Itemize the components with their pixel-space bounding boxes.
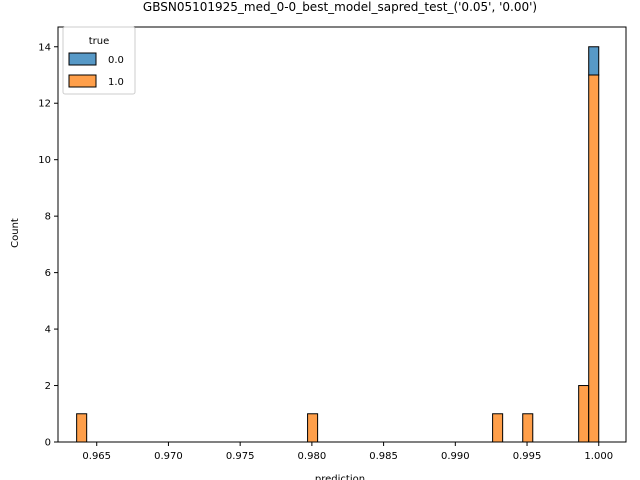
legend-swatch (68, 52, 97, 66)
histogram-bar (588, 74, 600, 443)
y-tick-label: 8 (45, 212, 51, 223)
x-tick-label: 0.995 (513, 451, 542, 462)
x-tick-label: 1.000 (584, 451, 613, 462)
y-tick-label: 14 (38, 42, 51, 53)
legend-title: true (89, 36, 110, 47)
bars-layer (76, 46, 600, 443)
legend-entry-label: 1.0 (108, 77, 124, 88)
axes-layer: 0.965 0.970 0.975 0.980 0.985 0.990 0.995 1.000… (38, 26, 627, 462)
histogram-bar (578, 385, 590, 443)
legend-entries: 0.0 1.0 (68, 52, 124, 88)
x-tick-label: 0.985 (369, 451, 398, 462)
x-tick-label: 0.965 (82, 451, 111, 462)
y-tick-label: 4 (45, 325, 51, 336)
histogram-bar (588, 46, 600, 76)
x-tick-label: 0.975 (226, 451, 255, 462)
histogram-bar (76, 413, 88, 443)
y-tick-label: 0 (45, 438, 51, 449)
legend-entry-label: 0.0 (108, 55, 124, 66)
x-tick-label: 0.980 (298, 451, 327, 462)
histogram-bar (492, 413, 504, 443)
legend: true 0.0 1.0 (62, 26, 136, 95)
x-axis-label: prediction (315, 474, 365, 480)
x-tick-label: 0.990 (441, 451, 470, 462)
y-tick-label: 2 (45, 381, 51, 392)
y-tick-label: 10 (38, 155, 51, 166)
y-axis-label: Count (10, 218, 21, 248)
chart-title: GBSN05101925_med_0-0_best_model_sapred_t… (143, 0, 537, 14)
histogram-bar (307, 413, 319, 443)
histogram-bar (522, 413, 534, 443)
plot-frame (57, 26, 627, 443)
y-tick-label: 6 (45, 268, 51, 279)
y-tick-label: 12 (38, 99, 51, 110)
legend-swatch (68, 74, 97, 88)
x-tick-label: 0.970 (154, 451, 183, 462)
